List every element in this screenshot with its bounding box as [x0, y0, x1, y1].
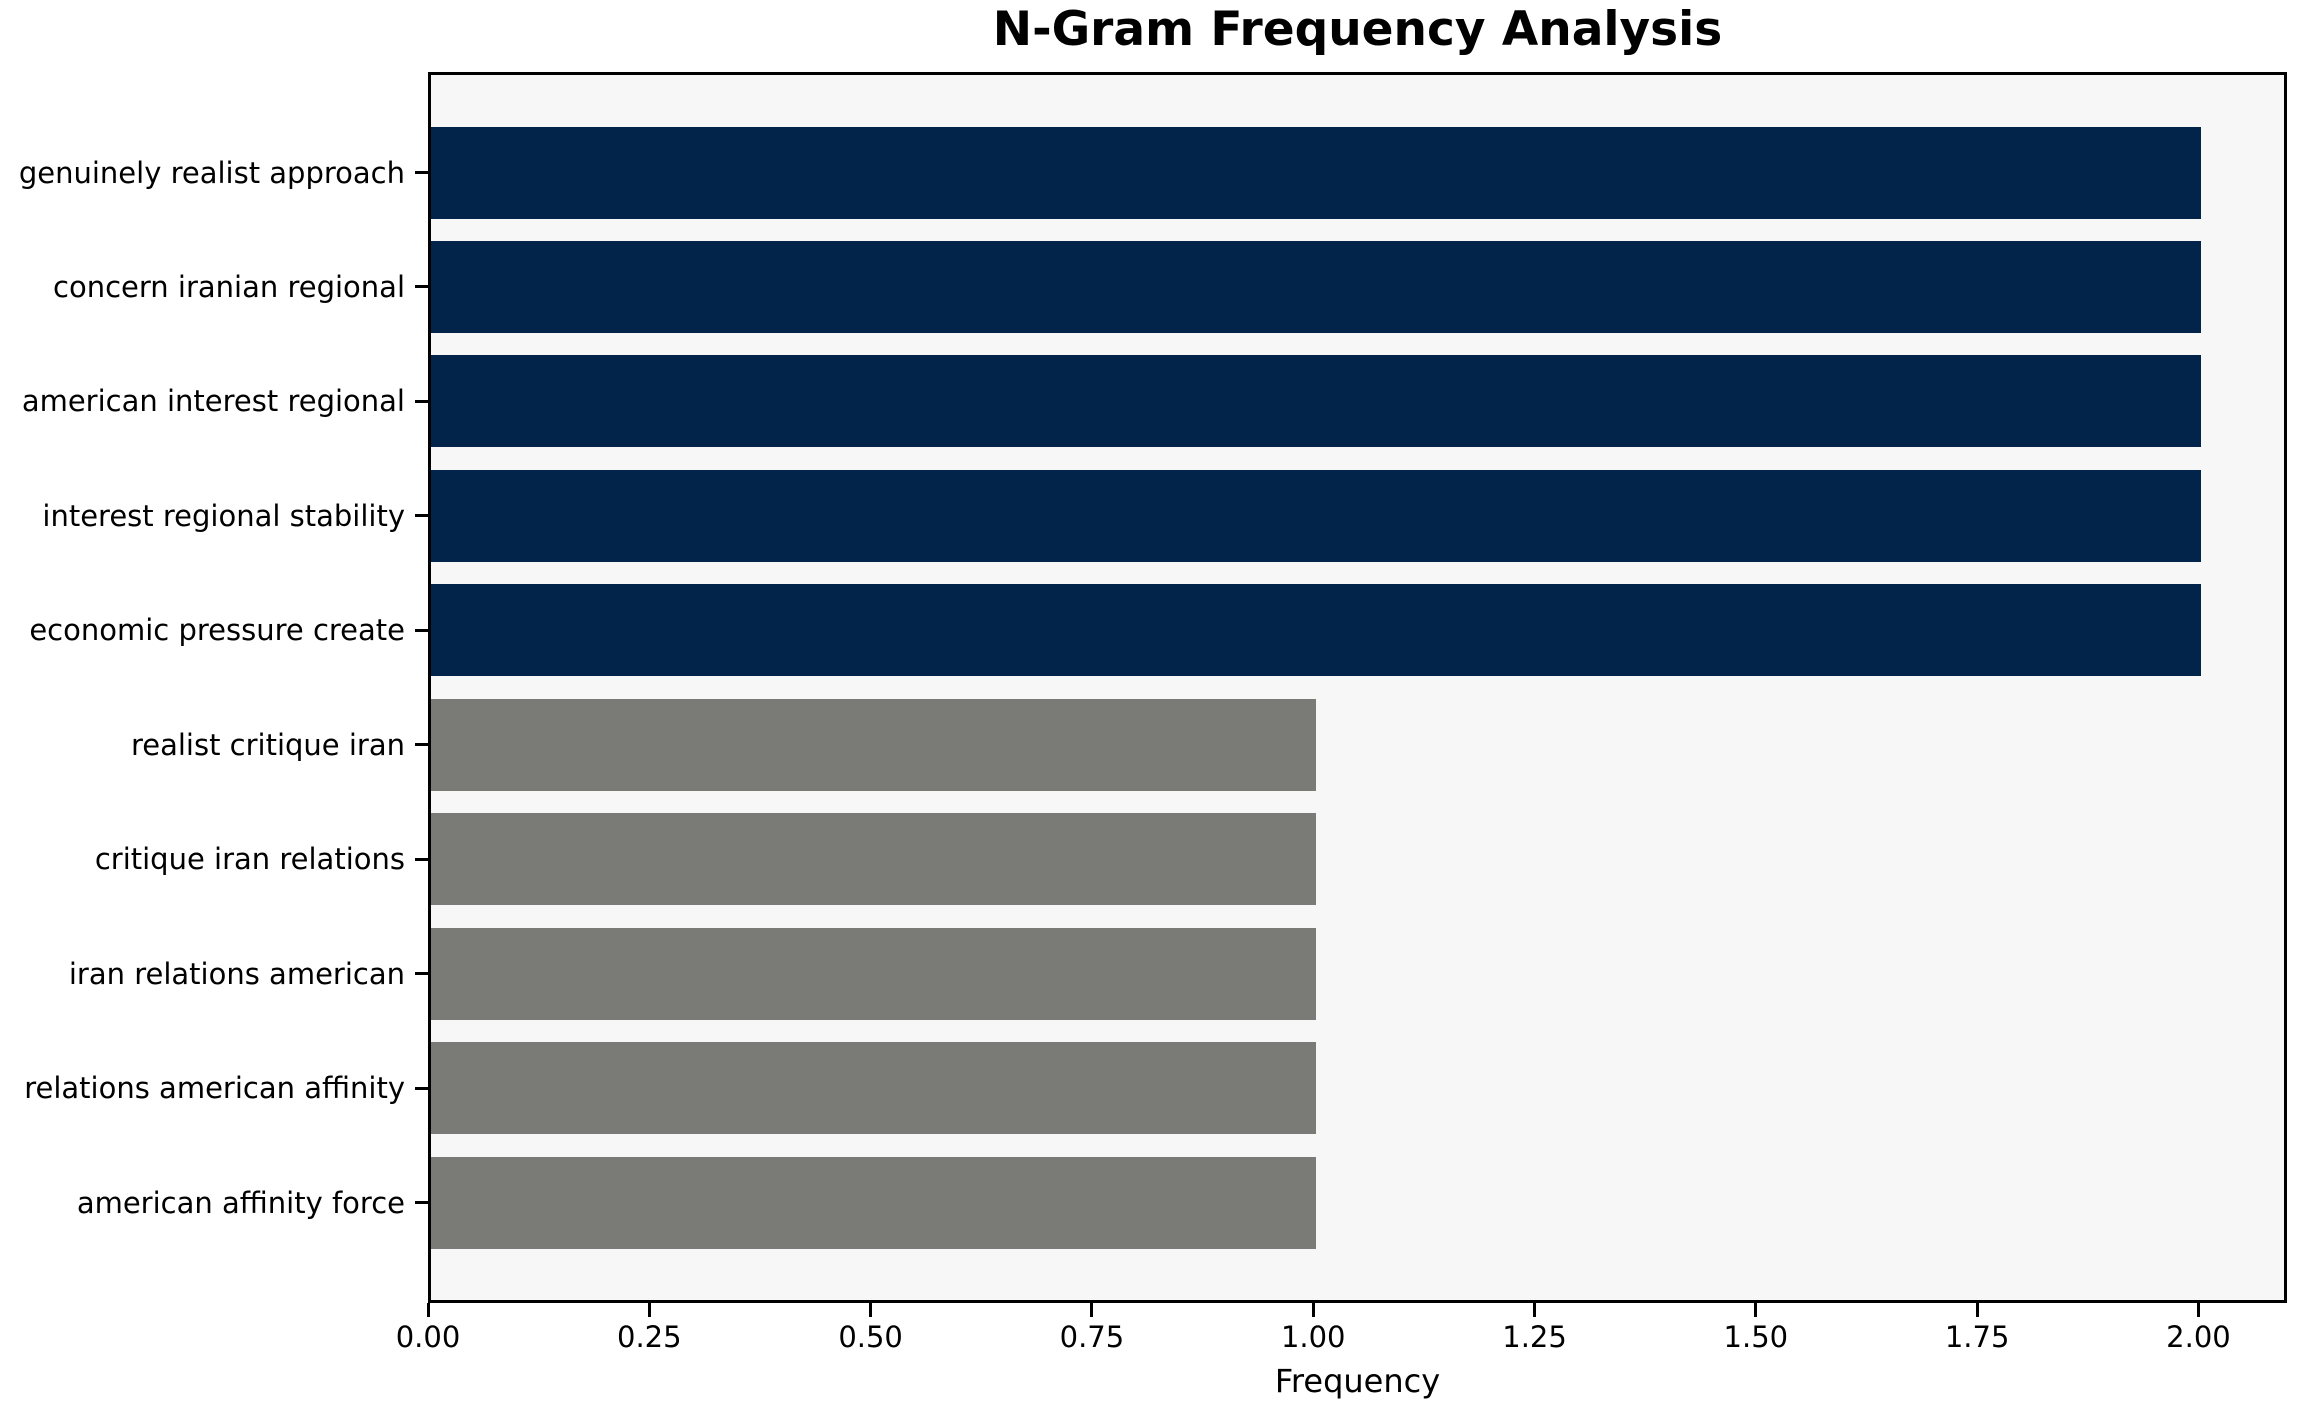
- y-tick-mark: [415, 1086, 428, 1090]
- bar: [431, 126, 2202, 219]
- y-tick-mark: [415, 399, 428, 403]
- x-tick-label: 0.25: [617, 1320, 682, 1354]
- y-tick-label: american affinity force: [76, 1185, 405, 1220]
- bar: [431, 1156, 1317, 1249]
- bar: [431, 927, 1317, 1020]
- bar: [431, 698, 1317, 791]
- y-tick-mark: [415, 743, 428, 747]
- x-tick-label: 1.25: [1502, 1320, 1567, 1354]
- y-tick-label: american interest regional: [21, 384, 405, 419]
- y-tick-mark: [415, 285, 428, 289]
- x-tick-mark: [1975, 1303, 1979, 1317]
- x-tick-label: 1.75: [1944, 1320, 2010, 1354]
- y-tick-label: concern iranian regional: [53, 269, 405, 304]
- y-tick-mark: [415, 857, 428, 861]
- y-tick-mark: [415, 514, 428, 518]
- bar: [431, 584, 2202, 677]
- x-axis-label: Frequency: [1274, 1362, 1441, 1400]
- bar: [431, 813, 1317, 906]
- bar: [431, 1042, 1317, 1135]
- bar: [431, 355, 2202, 448]
- chart-title: N-Gram Frequency Analysis: [992, 2, 1723, 57]
- x-tick-label: 0.00: [395, 1320, 461, 1354]
- y-tick-label: critique iran relations: [94, 842, 405, 877]
- x-tick-label: 2.00: [2166, 1320, 2231, 1354]
- y-tick-mark: [415, 628, 428, 632]
- x-tick-mark: [426, 1303, 430, 1317]
- x-tick-label: 0.50: [838, 1320, 903, 1354]
- bar: [431, 469, 2202, 562]
- x-tick-mark: [1754, 1303, 1758, 1317]
- y-tick-label: iran relations american: [68, 956, 405, 991]
- y-tick-label: genuinely realist approach: [18, 155, 405, 190]
- y-tick-label: relations american affinity: [24, 1071, 405, 1106]
- y-tick-label: interest regional stability: [42, 498, 405, 533]
- x-tick-mark: [2196, 1303, 2200, 1317]
- y-tick-label: economic pressure create: [29, 613, 405, 648]
- x-tick-label: 1.50: [1723, 1320, 1789, 1354]
- x-tick-label: 1.00: [1280, 1320, 1346, 1354]
- x-tick-mark: [647, 1303, 651, 1317]
- y-tick-mark: [415, 171, 428, 174]
- x-tick-mark: [1311, 1303, 1315, 1317]
- y-tick-mark: [415, 1201, 428, 1204]
- x-tick-mark: [1090, 1303, 1094, 1317]
- bar: [431, 240, 2202, 333]
- y-tick-label: realist critique iran: [130, 727, 405, 762]
- x-tick-mark: [869, 1303, 873, 1317]
- y-tick-mark: [415, 972, 428, 976]
- x-tick-label: 0.75: [1059, 1320, 1125, 1354]
- x-tick-mark: [1533, 1303, 1537, 1317]
